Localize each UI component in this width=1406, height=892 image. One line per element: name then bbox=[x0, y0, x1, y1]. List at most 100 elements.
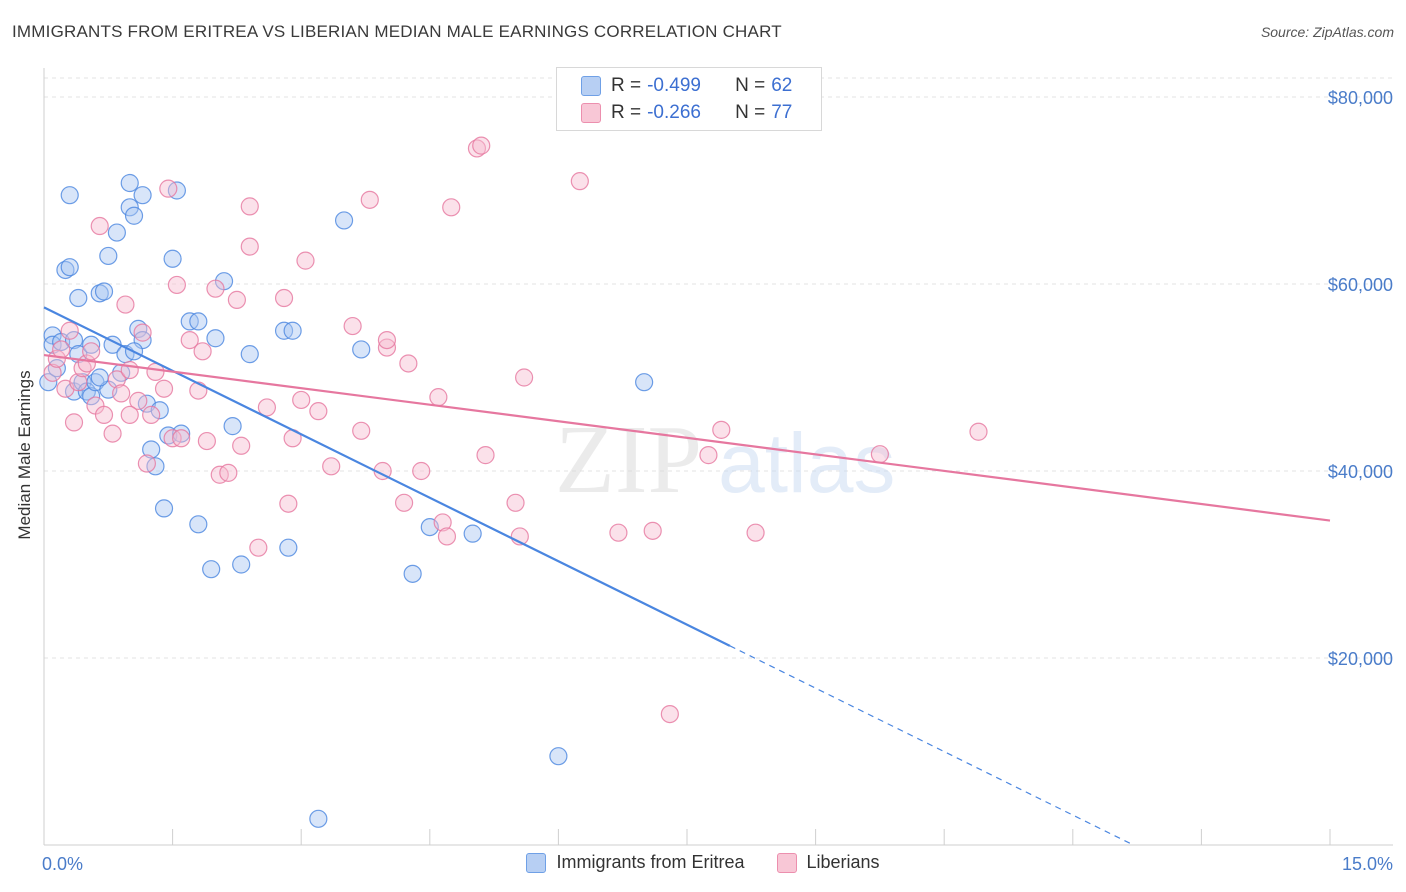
legend-n-value: 77 bbox=[771, 102, 793, 123]
eritrea-point bbox=[64, 331, 84, 350]
liberian-point bbox=[133, 323, 152, 342]
liberian-point bbox=[377, 338, 397, 357]
liberian-point bbox=[377, 331, 397, 350]
y-axis-label: Median Male Earnings bbox=[15, 370, 34, 539]
eritrea-point bbox=[60, 258, 79, 277]
eritrea-point bbox=[352, 340, 371, 359]
liberian-point bbox=[257, 398, 277, 417]
eritrea-point bbox=[189, 515, 208, 534]
liberian-point bbox=[154, 379, 174, 398]
liberian-point bbox=[870, 445, 890, 464]
eritrea-point bbox=[206, 329, 225, 348]
liberian-point bbox=[437, 527, 457, 546]
x-tick-labels: 0.0% 15.0% bbox=[42, 854, 1393, 874]
liberian-point bbox=[197, 431, 216, 451]
liberian-point bbox=[352, 421, 371, 440]
liberian-point bbox=[360, 190, 379, 209]
liberian-point bbox=[69, 373, 88, 392]
liberian-trend-line bbox=[43, 353, 1331, 522]
liberian-point bbox=[746, 523, 765, 542]
liberian-point bbox=[322, 457, 341, 476]
eritrea-point bbox=[463, 524, 482, 543]
x-tick-label: 15.0% bbox=[1342, 854, 1393, 874]
eritrea-point bbox=[549, 747, 568, 766]
liberian-point bbox=[343, 316, 362, 336]
watermark-zip: ZIP bbox=[555, 406, 702, 514]
liberian-point bbox=[433, 513, 452, 532]
legend-row-liberians: R = -0.266 N = 77 bbox=[581, 101, 792, 125]
liberian-point bbox=[660, 704, 679, 724]
eritrea-point bbox=[163, 249, 182, 268]
liberian-point bbox=[249, 538, 268, 557]
liberian-point bbox=[274, 288, 294, 308]
legend-r-value: -0.499 bbox=[647, 75, 701, 96]
chart-title: IMMIGRANTS FROM ERITREA VS LIBERIAN MEDI… bbox=[12, 22, 782, 41]
liberian-point bbox=[969, 422, 988, 441]
liberian-point bbox=[60, 321, 79, 340]
stats-legend: R = -0.499 N = 62 R = -0.266 N = 77 bbox=[556, 67, 822, 131]
eritrea-point bbox=[309, 809, 328, 828]
eritrea-point bbox=[69, 288, 88, 308]
liberian-point bbox=[227, 290, 246, 309]
liberian-point bbox=[472, 136, 491, 155]
liberian-point bbox=[712, 420, 731, 439]
trend-lines bbox=[43, 306, 1331, 846]
liberian-point bbox=[107, 370, 126, 389]
legend-item-liberians[interactable]: Liberians bbox=[776, 852, 880, 873]
liberian-point bbox=[399, 354, 418, 373]
eritrea-point bbox=[94, 282, 114, 301]
eritrea-point bbox=[635, 373, 654, 392]
liberian-point bbox=[167, 275, 186, 295]
watermark-atlas: atlas bbox=[718, 416, 895, 510]
eritrea-point bbox=[154, 499, 174, 518]
eritrea-point bbox=[279, 538, 298, 557]
legend-r-label: R = bbox=[611, 75, 642, 96]
liberian-point bbox=[94, 405, 114, 424]
liberian-point bbox=[159, 179, 178, 198]
eritrea-point bbox=[107, 223, 126, 242]
y-tick-label: $20,000 bbox=[1328, 649, 1393, 669]
liberian-point bbox=[240, 237, 259, 256]
legend-swatch-eritrea bbox=[526, 852, 547, 873]
liberian-point bbox=[82, 342, 101, 361]
liberian-point bbox=[137, 454, 156, 473]
eritrea-point bbox=[82, 335, 101, 354]
legend-item-eritrea[interactable]: Immigrants from Eritrea bbox=[526, 852, 745, 873]
x-tick-label: 0.0% bbox=[42, 854, 83, 874]
eritrea-point bbox=[403, 564, 422, 583]
liberian-point bbox=[142, 405, 161, 424]
eritrea-point bbox=[60, 186, 79, 205]
liberian-point bbox=[609, 523, 628, 542]
liberian-point bbox=[442, 198, 461, 217]
eritrea-point bbox=[232, 555, 251, 574]
liberian-point bbox=[506, 493, 525, 512]
eritrea-point bbox=[189, 312, 208, 331]
eritrea-point bbox=[73, 373, 92, 392]
liberian-point bbox=[43, 363, 62, 382]
y-tick-labels: $20,000 $40,000 $60,000 $80,000 bbox=[1328, 88, 1393, 669]
liberian-point bbox=[219, 463, 238, 482]
liberian-point bbox=[180, 331, 199, 350]
y-tick-label: $40,000 bbox=[1328, 462, 1393, 482]
liberian-point bbox=[429, 388, 448, 407]
eritrea-trend-extension bbox=[729, 645, 1134, 846]
eritrea-trend-line bbox=[43, 306, 731, 647]
eritrea-point bbox=[39, 373, 58, 392]
eritrea-point bbox=[99, 246, 118, 266]
watermark: ZIP atlas bbox=[555, 406, 895, 514]
liberian-point bbox=[172, 429, 191, 448]
legend-swatch-liberians bbox=[581, 103, 601, 123]
legend-n-label: N = bbox=[735, 75, 766, 96]
liberian-point bbox=[412, 461, 431, 481]
eritrea-point bbox=[283, 321, 302, 340]
legend-r-value: -0.266 bbox=[647, 102, 701, 123]
liberian-point bbox=[309, 402, 328, 421]
legend-swatch-eritrea bbox=[581, 76, 601, 96]
eritrea-point bbox=[150, 401, 169, 420]
liberian-point bbox=[570, 172, 589, 191]
liberian-point bbox=[64, 413, 84, 432]
liberian-point bbox=[643, 521, 662, 540]
liberian-point bbox=[699, 446, 718, 465]
liberian-point bbox=[279, 494, 298, 513]
